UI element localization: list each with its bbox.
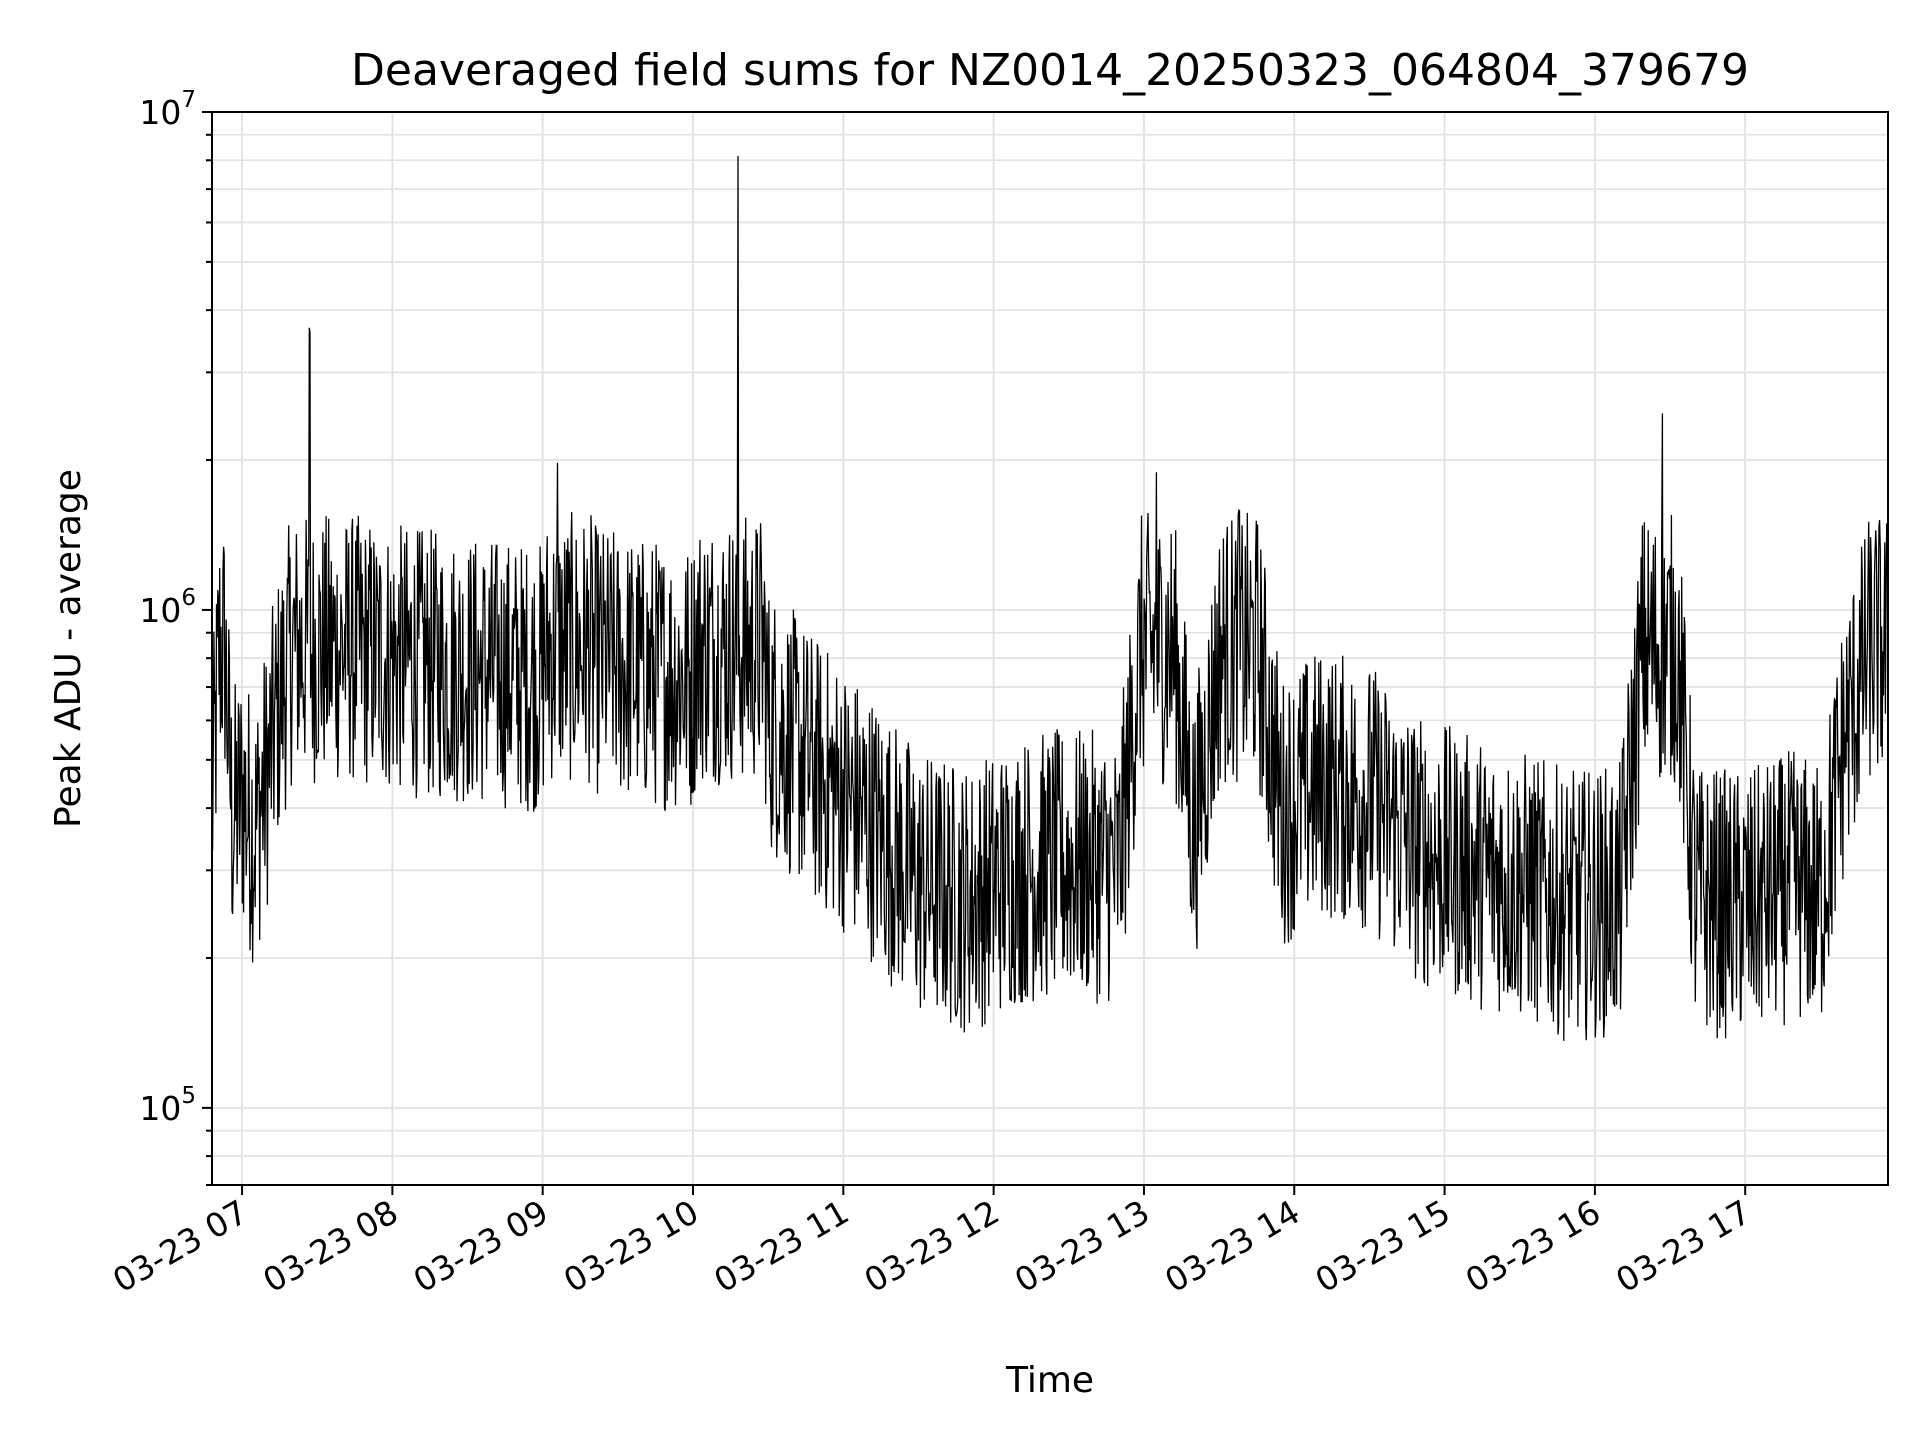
y-tick-exponent: 6 — [181, 585, 196, 611]
y-tick-exponent: 7 — [181, 87, 196, 113]
y-tick-label: 107 — [139, 87, 196, 132]
series-line — [211, 155, 1889, 1041]
y-tick-base: 10 — [139, 93, 181, 132]
plot-frame — [211, 111, 1889, 1186]
y-tick-base: 10 — [139, 1089, 181, 1128]
y-tick-base: 10 — [139, 591, 181, 630]
chart-title: Deaveraged field sums for NZ0014_2025032… — [351, 45, 1749, 96]
y-tick-exponent: 5 — [181, 1083, 196, 1109]
y-tick-label: 105 — [139, 1083, 196, 1128]
x-axis-label: Time — [1005, 1360, 1094, 1401]
y-tick-label: 106 — [139, 585, 196, 630]
series-layer — [211, 155, 1889, 1041]
y-axis-label: Peak ADU - average — [48, 469, 89, 828]
